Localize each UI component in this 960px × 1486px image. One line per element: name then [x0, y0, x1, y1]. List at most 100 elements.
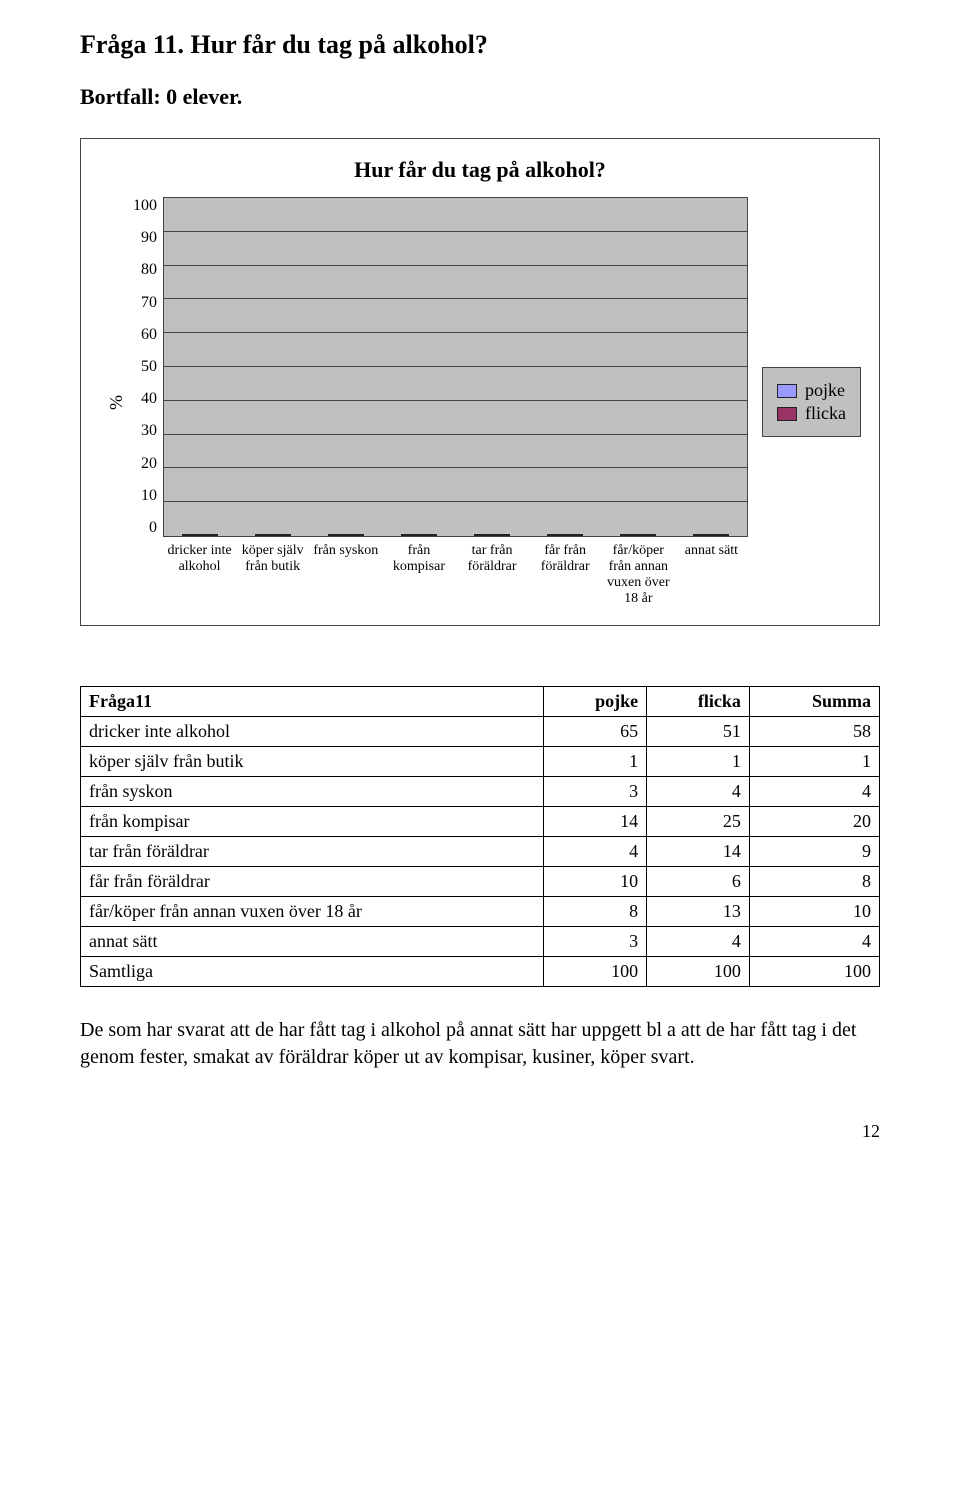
- table-cell-label: dricker inte alkohol: [81, 717, 544, 747]
- chart-xlabel: tar från föräldrar: [456, 543, 529, 607]
- chart-title: Hur får du tag på alkohol?: [354, 157, 606, 183]
- table-cell-value: 58: [749, 717, 879, 747]
- table-row: köper själv från butik111: [81, 747, 880, 777]
- bar-group: [164, 534, 237, 536]
- chart-ytick: 100: [133, 197, 157, 215]
- table-cell-value: 3: [544, 927, 647, 957]
- table-cell-value: 6: [647, 867, 750, 897]
- chart-legend: pojkeflicka: [762, 367, 861, 437]
- table-cell-value: 100: [544, 957, 647, 987]
- chart-ytick: 20: [141, 455, 157, 473]
- bar-group: [601, 534, 674, 536]
- footer-paragraph: De som har svarat att de har fått tag i …: [80, 1017, 880, 1071]
- question-title: Fråga 11. Hur får du tag på alkohol?: [80, 30, 880, 60]
- table-row: tar från föräldrar4149: [81, 837, 880, 867]
- bar-pojke: [547, 534, 565, 536]
- chart-ytick: 50: [141, 358, 157, 376]
- table-cell-value: 1: [647, 747, 750, 777]
- chart-ylabel: %: [106, 395, 127, 410]
- table-cell-label: får från föräldrar: [81, 867, 544, 897]
- bar-flicka: [638, 534, 656, 536]
- table-cell-value: 9: [749, 837, 879, 867]
- chart-xlabel: annat sätt: [675, 543, 748, 607]
- bar-flicka: [346, 534, 364, 536]
- chart-ytick: 0: [149, 519, 157, 537]
- chart-xlabel: köper själv från butik: [236, 543, 309, 607]
- bar-pojke: [693, 534, 711, 536]
- table-cell-value: 4: [647, 777, 750, 807]
- legend-swatch: [777, 384, 797, 398]
- table-cell-value: 20: [749, 807, 879, 837]
- table-col-2: flicka: [647, 687, 750, 717]
- table-cell-value: 1: [544, 747, 647, 777]
- table-cell-value: 10: [544, 867, 647, 897]
- legend-item: pojke: [777, 380, 846, 401]
- legend-label: pojke: [805, 380, 845, 401]
- table-cell-value: 65: [544, 717, 647, 747]
- table-cell-label: annat sätt: [81, 927, 544, 957]
- bar-group: [237, 534, 310, 536]
- table-col-1: pojke: [544, 687, 647, 717]
- table-cell-value: 4: [544, 837, 647, 867]
- chart-xlabel: från kompisar: [382, 543, 455, 607]
- table-row: från kompisar142520: [81, 807, 880, 837]
- bar-group: [383, 534, 456, 536]
- bar-pojke: [328, 534, 346, 536]
- table-row: Samtliga100100100: [81, 957, 880, 987]
- table-cell-value: 8: [749, 867, 879, 897]
- chart-ytick: 70: [141, 294, 157, 312]
- table-cell-value: 51: [647, 717, 750, 747]
- bar-pojke: [401, 534, 419, 536]
- table-col-3: Summa: [749, 687, 879, 717]
- chart-xlabel: får/köper från annan vuxen över 18 år: [602, 543, 675, 607]
- bar-pojke: [620, 534, 638, 536]
- chart-xlabel: får från föräldrar: [529, 543, 602, 607]
- chart-ytick: 10: [141, 487, 157, 505]
- table-row: annat sätt344: [81, 927, 880, 957]
- table-cell-value: 100: [647, 957, 750, 987]
- table-cell-value: 8: [544, 897, 647, 927]
- table-cell-label: köper själv från butik: [81, 747, 544, 777]
- bar-group: [528, 534, 601, 536]
- table-cell-value: 13: [647, 897, 750, 927]
- page-number: 12: [80, 1121, 880, 1142]
- table-cell-value: 1: [749, 747, 879, 777]
- chart-plot-area: [163, 197, 748, 537]
- chart-ytick: 60: [141, 326, 157, 344]
- table-cell-value: 25: [647, 807, 750, 837]
- chart-ytick: 30: [141, 422, 157, 440]
- chart-xlabel: från syskon: [309, 543, 382, 607]
- bar-pojke: [182, 534, 200, 536]
- bar-pojke: [255, 534, 273, 536]
- chart-xlabel: dricker inte alkohol: [163, 543, 236, 607]
- chart-frame: Hur får du tag på alkohol? % 10090807060…: [80, 138, 880, 626]
- table-cell-value: 4: [749, 927, 879, 957]
- table-cell-value: 14: [647, 837, 750, 867]
- table-row: dricker inte alkohol655158: [81, 717, 880, 747]
- table-cell-value: 4: [647, 927, 750, 957]
- table-col-0: Fråga11: [81, 687, 544, 717]
- table-cell-label: tar från föräldrar: [81, 837, 544, 867]
- table-cell-value: 100: [749, 957, 879, 987]
- bar-flicka: [492, 534, 510, 536]
- table-row: får/köper från annan vuxen över 18 år813…: [81, 897, 880, 927]
- chart-xlabels: dricker inte alkoholköper själv från but…: [163, 543, 748, 607]
- bar-group: [456, 534, 529, 536]
- table-header-row: Fråga11 pojke flicka Summa: [81, 687, 880, 717]
- table-cell-label: får/köper från annan vuxen över 18 år: [81, 897, 544, 927]
- table-cell-label: Samtliga: [81, 957, 544, 987]
- table-cell-label: från syskon: [81, 777, 544, 807]
- table-row: får från föräldrar1068: [81, 867, 880, 897]
- chart-ytick: 90: [141, 229, 157, 247]
- bar-flicka: [273, 534, 291, 536]
- table-cell-label: från kompisar: [81, 807, 544, 837]
- bar-group: [674, 534, 747, 536]
- table-cell-value: 10: [749, 897, 879, 927]
- legend-swatch: [777, 407, 797, 421]
- bar-flicka: [711, 534, 729, 536]
- table-cell-value: 14: [544, 807, 647, 837]
- bar-flicka: [200, 534, 218, 536]
- table-cell-value: 3: [544, 777, 647, 807]
- bar-flicka: [419, 534, 437, 536]
- bortfall-text: Bortfall: 0 elever.: [80, 84, 880, 110]
